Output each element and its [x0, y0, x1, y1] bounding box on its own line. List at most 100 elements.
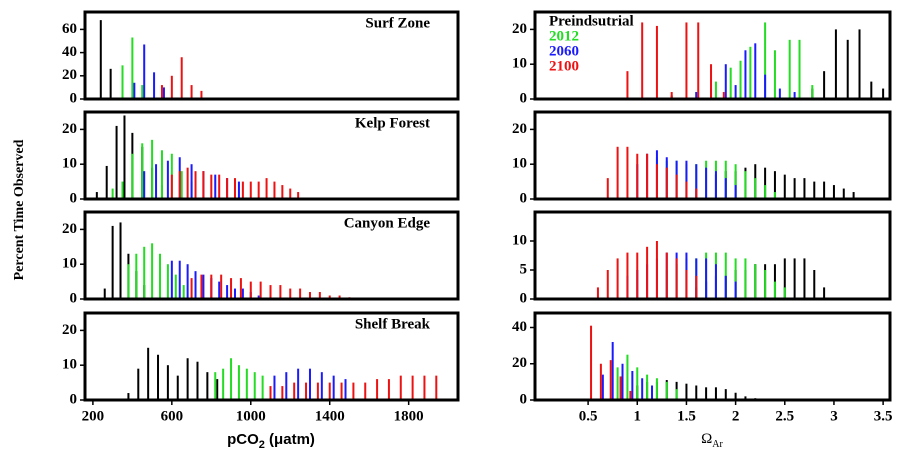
bar [237, 181, 240, 199]
bar [783, 287, 786, 299]
bar [105, 165, 108, 199]
bar [305, 382, 308, 400]
bar [166, 365, 169, 400]
bar [636, 252, 639, 299]
bar [160, 85, 163, 99]
panel-title: Surf Zone [365, 15, 430, 31]
bar [695, 164, 698, 199]
panel-frame [83, 110, 460, 201]
bar [734, 281, 737, 299]
bar [376, 379, 379, 400]
bar [180, 57, 183, 99]
y-tick-label: 20 [62, 121, 77, 137]
bar [754, 43, 757, 99]
panel-title: Shelf Break [355, 316, 431, 332]
bar [289, 288, 292, 299]
bar [764, 74, 767, 99]
bar [265, 178, 268, 199]
bar [734, 164, 737, 199]
bar [601, 374, 604, 400]
legend-entry: Preindsutrial [549, 13, 634, 29]
y-tick-label: 0 [70, 290, 78, 306]
bar [273, 375, 276, 400]
label-part: Ω [701, 431, 712, 447]
bar [611, 342, 614, 400]
bar [606, 270, 609, 299]
bar [194, 271, 197, 299]
bar [655, 164, 658, 199]
bar [754, 264, 757, 299]
bar [111, 188, 114, 199]
bar [230, 358, 233, 400]
bar [257, 295, 260, 299]
bar [773, 171, 776, 199]
bar [695, 275, 698, 299]
bar [214, 372, 217, 400]
bar [646, 374, 649, 400]
bar [245, 368, 248, 400]
bar [157, 354, 160, 400]
bar [793, 92, 796, 99]
y-tick-label: 0 [520, 190, 528, 206]
bar [764, 22, 767, 99]
bar [210, 274, 213, 299]
bar [697, 22, 700, 99]
bar [387, 379, 390, 400]
bar [655, 241, 658, 299]
bar [665, 381, 668, 400]
bar [764, 167, 767, 199]
bar [279, 285, 282, 299]
panel-frame [83, 311, 460, 402]
bar [226, 178, 229, 199]
bar [399, 375, 402, 400]
bar [151, 139, 154, 199]
bar [111, 225, 114, 299]
bar [641, 378, 644, 400]
bar [695, 188, 698, 199]
bar [241, 181, 244, 199]
bar [364, 382, 367, 400]
bar [293, 382, 296, 400]
bar [744, 258, 747, 299]
bar [210, 174, 213, 199]
bar [823, 71, 826, 99]
bar [95, 192, 98, 199]
x-tick-label: 1000 [236, 408, 266, 424]
bar [739, 60, 742, 99]
bar [119, 222, 122, 299]
bar [714, 264, 717, 299]
bar [609, 360, 612, 400]
bar [744, 50, 747, 99]
bar [127, 264, 130, 299]
bar [734, 258, 737, 299]
bar [200, 274, 203, 299]
bar [882, 88, 885, 99]
bar [435, 375, 438, 400]
panel-frame [533, 110, 892, 201]
bar [174, 274, 177, 299]
bar [675, 258, 678, 299]
bar [239, 278, 242, 299]
bar [218, 281, 221, 299]
bar [186, 358, 189, 400]
bar [749, 46, 752, 99]
x-tick-label: 0.5 [579, 408, 598, 424]
bar [636, 367, 639, 400]
bar [636, 153, 639, 199]
bar [411, 375, 414, 400]
y-tick-label: 10 [62, 357, 77, 373]
bar [194, 171, 197, 199]
bar [685, 270, 688, 299]
bar [626, 71, 629, 99]
bar [218, 174, 221, 199]
bar [249, 281, 252, 299]
bar [616, 146, 619, 199]
bar [143, 44, 146, 99]
y-tick-label: 0 [520, 290, 528, 306]
bar [297, 192, 300, 199]
bar [190, 278, 193, 299]
x-tick-label: 3.5 [874, 408, 893, 424]
bar [651, 385, 654, 400]
bar [281, 185, 284, 199]
y-tick-label: 10 [512, 232, 527, 248]
